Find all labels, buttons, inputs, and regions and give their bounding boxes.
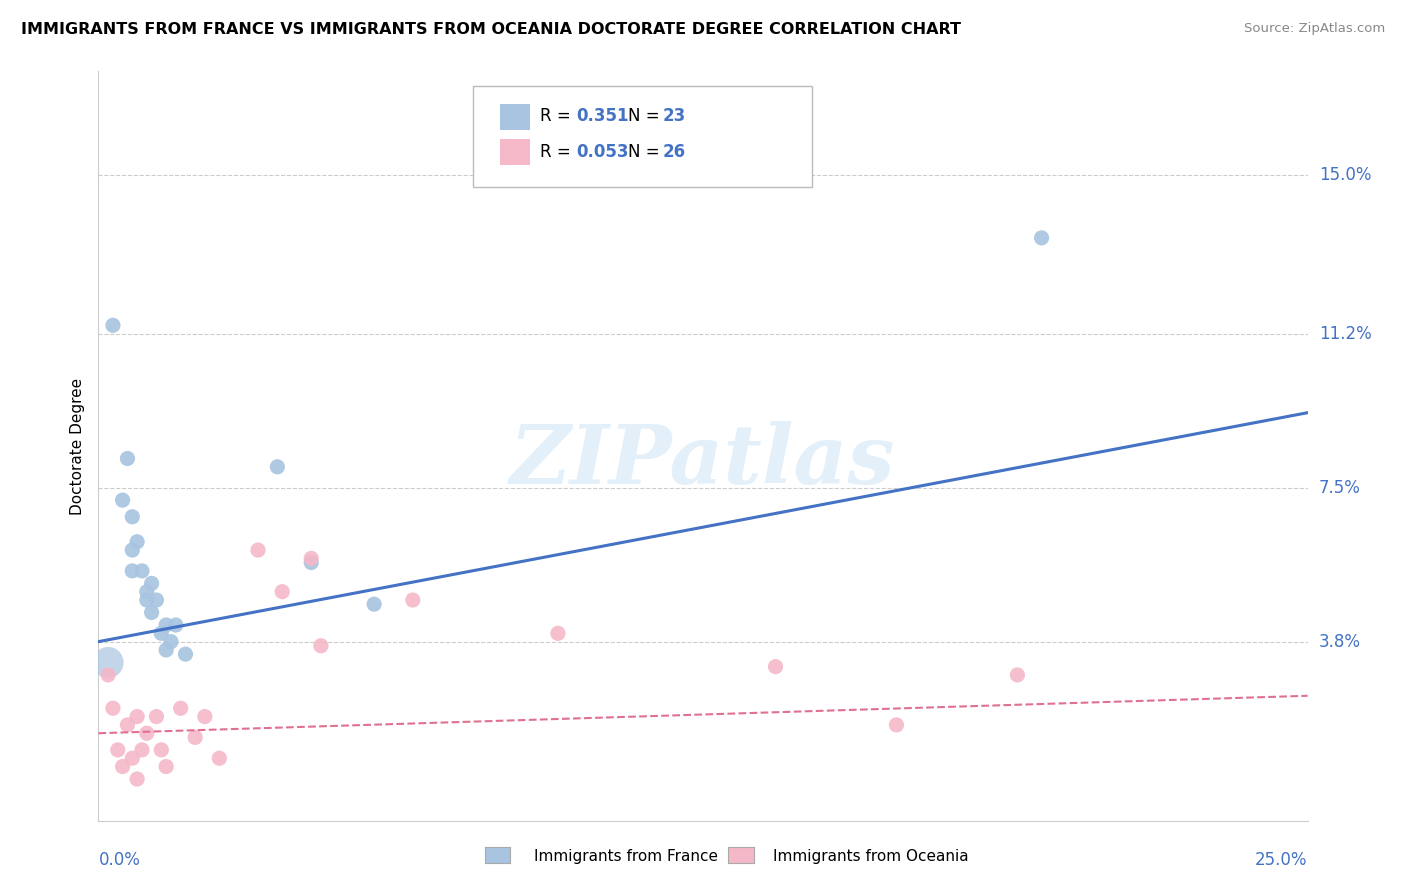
Text: 7.5%: 7.5% [1319,479,1361,497]
Text: 0.0%: 0.0% [98,851,141,869]
Point [208,751,231,765]
Point [160,634,183,648]
Point [135,726,157,740]
Point [121,564,143,578]
Point [402,593,425,607]
Text: 0.351: 0.351 [576,107,628,125]
Point [271,584,294,599]
Point [101,318,124,333]
Point [150,743,173,757]
Text: R =: R = [540,143,576,161]
Point [174,647,197,661]
FancyBboxPatch shape [501,103,530,130]
Point [765,659,787,673]
Text: Immigrants from France: Immigrants from France [534,849,718,863]
Point [247,543,270,558]
Point [150,626,173,640]
Point [141,576,163,591]
Point [107,743,129,757]
Point [135,593,157,607]
Text: 26: 26 [664,143,686,161]
Point [886,718,908,732]
Point [127,534,149,549]
Text: 0.053: 0.053 [576,143,628,161]
FancyBboxPatch shape [474,87,811,187]
Text: 15.0%: 15.0% [1319,167,1371,185]
Point [135,584,157,599]
Point [547,626,569,640]
Point [309,639,332,653]
Point [101,701,124,715]
Text: 3.8%: 3.8% [1319,632,1361,650]
Text: 23: 23 [664,107,686,125]
Point [141,606,163,620]
FancyBboxPatch shape [501,139,530,165]
Point [111,759,134,773]
Text: 11.2%: 11.2% [1319,325,1371,343]
Point [97,668,120,682]
Text: Immigrants from Oceania: Immigrants from Oceania [773,849,969,863]
Text: Source: ZipAtlas.com: Source: ZipAtlas.com [1244,22,1385,36]
Point [155,759,177,773]
Text: IMMIGRANTS FROM FRANCE VS IMMIGRANTS FROM OCEANIA DOCTORATE DEGREE CORRELATION C: IMMIGRANTS FROM FRANCE VS IMMIGRANTS FRO… [21,22,962,37]
Point [194,709,217,723]
Point [165,618,187,632]
Point [155,618,177,632]
Point [121,509,143,524]
Point [127,772,149,786]
Point [169,701,191,715]
Point [121,543,143,558]
Point [155,643,177,657]
Point [299,556,322,570]
Point [1007,668,1029,682]
Y-axis label: Doctorate Degree: Doctorate Degree [69,377,84,515]
Point [121,751,143,765]
Point [145,709,167,723]
Point [127,709,149,723]
Point [184,731,207,745]
Point [117,451,139,466]
Point [1031,231,1053,245]
Text: R =: R = [540,107,576,125]
Text: N =: N = [628,107,665,125]
Point [97,656,120,670]
Point [363,597,385,611]
Point [299,551,322,566]
Point [145,593,167,607]
Point [111,493,134,508]
Point [131,743,153,757]
Text: N =: N = [628,143,665,161]
Point [117,718,139,732]
Text: 25.0%: 25.0% [1256,851,1308,869]
Point [266,459,288,474]
Point [131,564,153,578]
Text: ZIPatlas: ZIPatlas [510,421,896,501]
